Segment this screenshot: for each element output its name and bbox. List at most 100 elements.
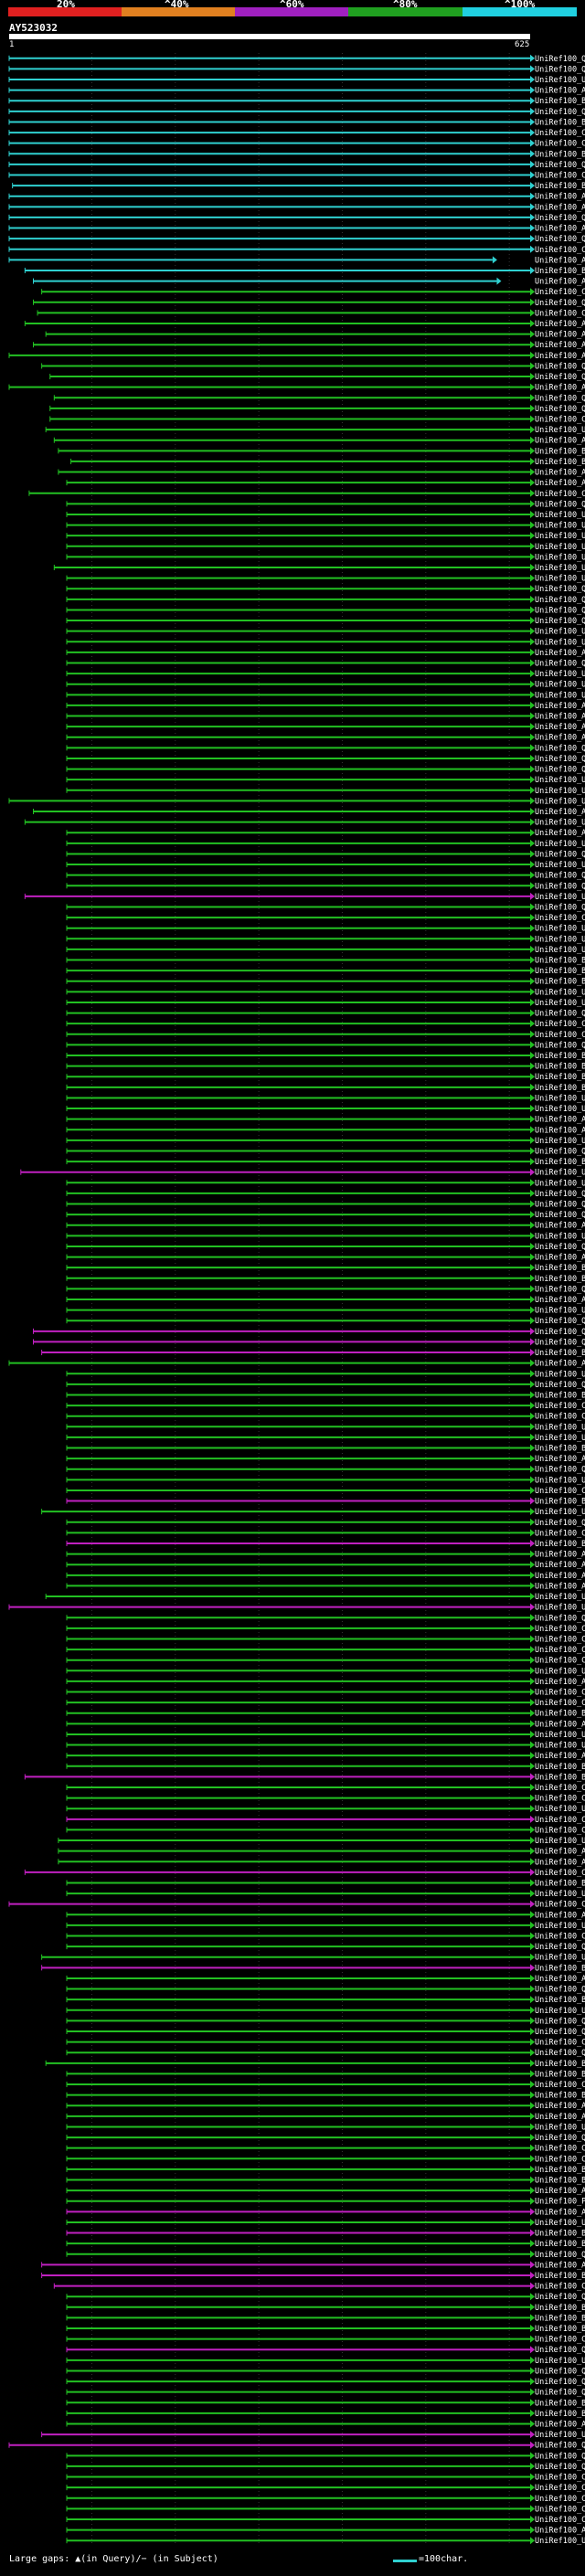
hit-row[interactable]: UniRef100_B4N814 — [66, 1996, 585, 2005]
hit-row[interactable]: UniRef100_Q1VXE4 — [53, 394, 585, 403]
hit-row[interactable]: UniRef100_UP1000.. — [66, 945, 585, 955]
hit-row[interactable]: UniRef100_C2Z104 — [49, 415, 585, 424]
hit-row[interactable]: UniRef100_UP1000.. — [66, 574, 585, 584]
hit-row[interactable]: UniRef100_Q9JZQ2 — [66, 765, 585, 775]
hit-row[interactable]: UniRef100_C3YBJ3 — [66, 1030, 585, 1040]
hit-row[interactable]: UniRef100_A8QK99 — [66, 1253, 585, 1263]
hit-row[interactable]: UniRef100_Q3KJ17 — [66, 617, 585, 626]
hit-row[interactable]: UniRef100_A7PNP1 — [32, 277, 585, 287]
hit-row[interactable]: UniRef100_A7UQ76 — [66, 648, 585, 658]
hit-row[interactable]: UniRef100_C3QHK0 — [66, 1794, 585, 1804]
hit-row[interactable]: UniRef100_UP1000.. — [66, 1890, 585, 1899]
hit-row[interactable]: UniRef100_C3Y8A6 — [66, 2038, 585, 2048]
hit-row[interactable]: UniRef100_B8AYZ7 — [8, 150, 585, 159]
hit-row[interactable]: UniRef100_UP1000.. — [66, 670, 585, 679]
hit-row[interactable]: UniRef100_Q94ES0 — [8, 107, 585, 117]
hit-row[interactable]: UniRef100_A4S810 — [24, 320, 585, 329]
hit-row[interactable]: UniRef100_C5YZ9L — [8, 129, 585, 138]
hit-row[interactable]: UniRef100_C1Z0Y9 — [66, 1815, 585, 1825]
hit-row[interactable]: UniRef100_C5JZ60 — [66, 2473, 585, 2483]
hit-row[interactable]: UniRef100_B4L634 — [66, 2303, 585, 2313]
hit-row[interactable]: UniRef100_Q2SRN0 — [66, 2367, 585, 2376]
hit-row[interactable]: UniRef100_Q6B1I1 — [66, 2134, 585, 2143]
hit-row[interactable]: UniRef100_B5DEV1 — [66, 956, 585, 966]
hit-row[interactable]: UniRef100_B5HPF0 — [12, 182, 585, 191]
hit-row[interactable]: UniRef100_Q6CH01 — [66, 2346, 585, 2355]
hit-row[interactable]: UniRef100_A9TWG1 — [8, 224, 585, 234]
hit-row[interactable]: UniRef100_B3L4Z9 — [41, 1964, 585, 1973]
hit-row[interactable]: UniRef100_UP1000.. — [41, 2431, 585, 2440]
hit-row[interactable]: UniRef100_C1ZBY4 — [66, 1932, 585, 1942]
hit-row[interactable]: UniRef100_A4WTB4 — [66, 1296, 585, 1305]
hit-row[interactable]: UniRef100_C6I5V7 — [66, 1529, 585, 1538]
hit-row[interactable]: UniRef100_UP1000.. — [24, 818, 585, 828]
hit-row[interactable]: UniRef100_UP1000.. — [66, 1741, 585, 1751]
hit-row[interactable]: UniRef100_C6ILN7 — [66, 1635, 585, 1644]
hit-row[interactable]: UniRef100_C3Q5T4 — [66, 1699, 585, 1708]
hit-row[interactable]: UniRef100_UP1000.. — [66, 627, 585, 637]
hit-row[interactable]: UniRef100_C7GL37 — [66, 2155, 585, 2164]
hit-row[interactable]: UniRef100_A6G585 — [66, 1561, 585, 1570]
hit-row[interactable]: UniRef100_Q7K6V8 — [66, 1380, 585, 1390]
hit-row[interactable]: UniRef100_A5FGN4 — [66, 1720, 585, 1729]
hit-row[interactable]: UniRef100_C9ZEU2 — [66, 2144, 585, 2154]
hit-row[interactable]: UniRef100_C1GBF1 — [66, 2505, 585, 2514]
hit-row[interactable]: UniRef100_UP1000.. — [41, 1953, 585, 1963]
hit-row[interactable]: UniRef100_Q5BJM6 — [66, 585, 585, 594]
hit-row[interactable]: UniRef100_Q2LYL2 — [66, 882, 585, 891]
hit-row[interactable]: UniRef100_Q16YE9 — [66, 500, 585, 509]
hit-row[interactable]: UniRef100_C6W7P6 — [66, 1412, 585, 1422]
hit-row[interactable]: UniRef100_Q4SN05 — [66, 1242, 585, 1252]
hit-row[interactable]: UniRef100_A3SG20 — [66, 1582, 585, 1591]
hit-row[interactable]: UniRef100_UP1000.. — [66, 1805, 585, 1814]
hit-row[interactable]: UniRef100_UP1000.. — [66, 2123, 585, 2132]
hit-row[interactable]: UniRef100_B7Q203 — [58, 447, 585, 456]
hit-row[interactable]: UniRef100_B3QZ04 — [66, 2070, 585, 2079]
hit-row[interactable]: UniRef100_Q6GNE6 — [66, 1189, 585, 1199]
hit-row[interactable]: UniRef100_Q5R5G8 — [66, 659, 585, 668]
hit-row[interactable]: UniRef100_A4CPA1 — [66, 1752, 585, 1761]
hit-row[interactable]: UniRef100_Q7MZ6 — [49, 404, 585, 414]
hit-row[interactable]: UniRef100_C0S9B1 — [66, 2515, 585, 2525]
hit-row[interactable]: UniRef100_UP1000.. — [66, 861, 585, 870]
hit-row[interactable]: UniRef100_UP1000.. — [66, 1094, 585, 1103]
hit-row[interactable]: UniRef100_B3RJ40 — [66, 2314, 585, 2323]
hit-row[interactable]: UniRef100_UP1000.. — [8, 1603, 585, 1613]
hit-row[interactable]: UniRef100_B4Q0X5 — [66, 2399, 585, 2408]
hit-row[interactable]: UniRef100_UP1000.. — [66, 988, 585, 997]
hit-row[interactable]: UniRef100_Q9SL25 — [66, 871, 585, 881]
hit-row[interactable]: UniRef100_UP1000.. — [45, 1593, 585, 1602]
hit-row[interactable]: UniRef100_UP1000.. — [66, 924, 585, 934]
hit-row[interactable]: UniRef100_Q8VZ18 — [8, 65, 585, 74]
hit-row[interactable]: UniRef100_B4PJ71 — [66, 1062, 585, 1072]
hit-row[interactable]: UniRef100_A5ZFN5 — [58, 1858, 585, 1867]
hit-row[interactable]: UniRef100_UP1000.. — [66, 935, 585, 944]
hit-row[interactable]: UniRef100_A0JM92 — [66, 712, 585, 722]
hit-row[interactable]: UniRef100_Q6CFY2 — [66, 2462, 585, 2472]
hit-row[interactable]: UniRef100_C1MSF7 — [37, 309, 585, 318]
hit-row[interactable]: UniRef100_C5VZA6 — [66, 1646, 585, 1655]
hit-row[interactable]: UniRef100_Q8R5F1 — [66, 744, 585, 753]
hit-row[interactable]: UniRef100_Q8T492 — [66, 595, 585, 605]
hit-row[interactable]: UniRef100_Q26B17 — [66, 1285, 585, 1294]
hit-row[interactable]: UniRef100_B3FR84 — [66, 1879, 585, 1888]
hit-row[interactable]: UniRef100_A2TSK2 — [66, 1455, 585, 1464]
hit-row[interactable]: UniRef100_UP1000.. — [8, 76, 585, 85]
hit-row[interactable]: UniRef100_C4CUJ1 — [28, 489, 585, 499]
hit-row[interactable]: UniRef100_UP1000.. — [66, 510, 585, 520]
hit-row[interactable]: UniRef100_UP1000.. — [66, 786, 585, 796]
hit-row[interactable]: UniRef100_Q7PK04 — [66, 2049, 585, 2058]
hit-row[interactable]: UniRef100_C0BFZ7 — [66, 1826, 585, 1835]
hit-row[interactable]: UniRef100_A6DCK5 — [58, 468, 585, 478]
hit-row[interactable]: UniRef100_UP1000.. — [66, 998, 585, 1008]
hit-row[interactable]: UniRef100_Q7QIM2 — [66, 1200, 585, 1210]
hit-row[interactable]: UniRef100_A4T1V5 — [66, 479, 585, 488]
hit-row[interactable]: UniRef100_UP1000.. — [66, 839, 585, 849]
hit-row[interactable]: UniRef100_A6ED11 — [53, 436, 585, 446]
hit-row[interactable]: UniRef100_B0WY23 — [66, 1444, 585, 1454]
hit-row[interactable]: UniRef100_B7GCA0 — [24, 1773, 585, 1782]
hit-row[interactable]: UniRef100_UP1000.. — [66, 542, 585, 552]
hit-row[interactable]: UniRef100_A6ENJ0 — [66, 1550, 585, 1560]
hit-row[interactable]: UniRef100_A4BZ15 — [66, 1126, 585, 1135]
hit-row[interactable]: UniRef100_Q16YC2 — [66, 2017, 585, 2026]
